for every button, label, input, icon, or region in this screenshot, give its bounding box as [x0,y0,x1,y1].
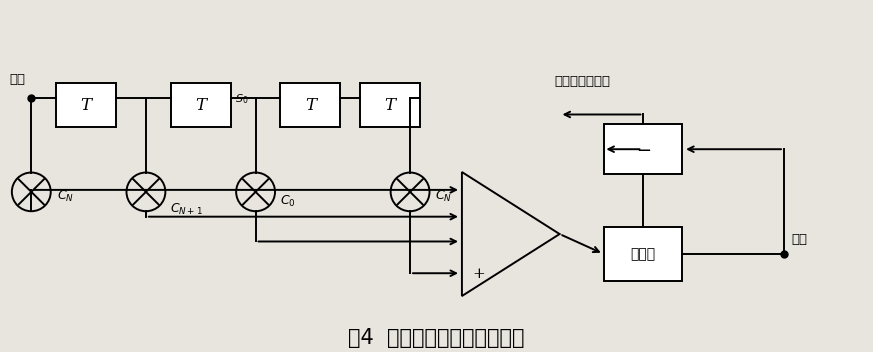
Text: 图4  横向滤波器式均衡器结构: 图4 横向滤波器式均衡器结构 [348,328,525,348]
Text: $C_N$: $C_N$ [57,189,73,205]
Bar [361,83,420,127]
Text: T: T [305,96,316,114]
Bar [280,83,340,127]
Text: 输入: 输入 [10,73,25,86]
Text: +: + [472,267,485,281]
Text: 至控制加权电路: 至控制加权电路 [554,75,610,88]
Text: $C_0$: $C_0$ [280,194,296,209]
Text: $C_N$: $C_N$ [435,189,451,205]
Text: $S_0$: $S_0$ [235,92,248,106]
Text: T: T [80,96,92,114]
Text: T: T [385,96,395,114]
Text: 输出: 输出 [792,233,808,246]
Text: $C_{N+1}$: $C_{N+1}$ [170,202,203,217]
Bar [604,227,682,281]
Text: 判决器: 判决器 [631,247,656,261]
Bar [604,124,682,174]
Bar [56,83,116,127]
Bar [171,83,230,127]
Text: $-$: $-$ [636,140,651,158]
Text: T: T [196,96,206,114]
